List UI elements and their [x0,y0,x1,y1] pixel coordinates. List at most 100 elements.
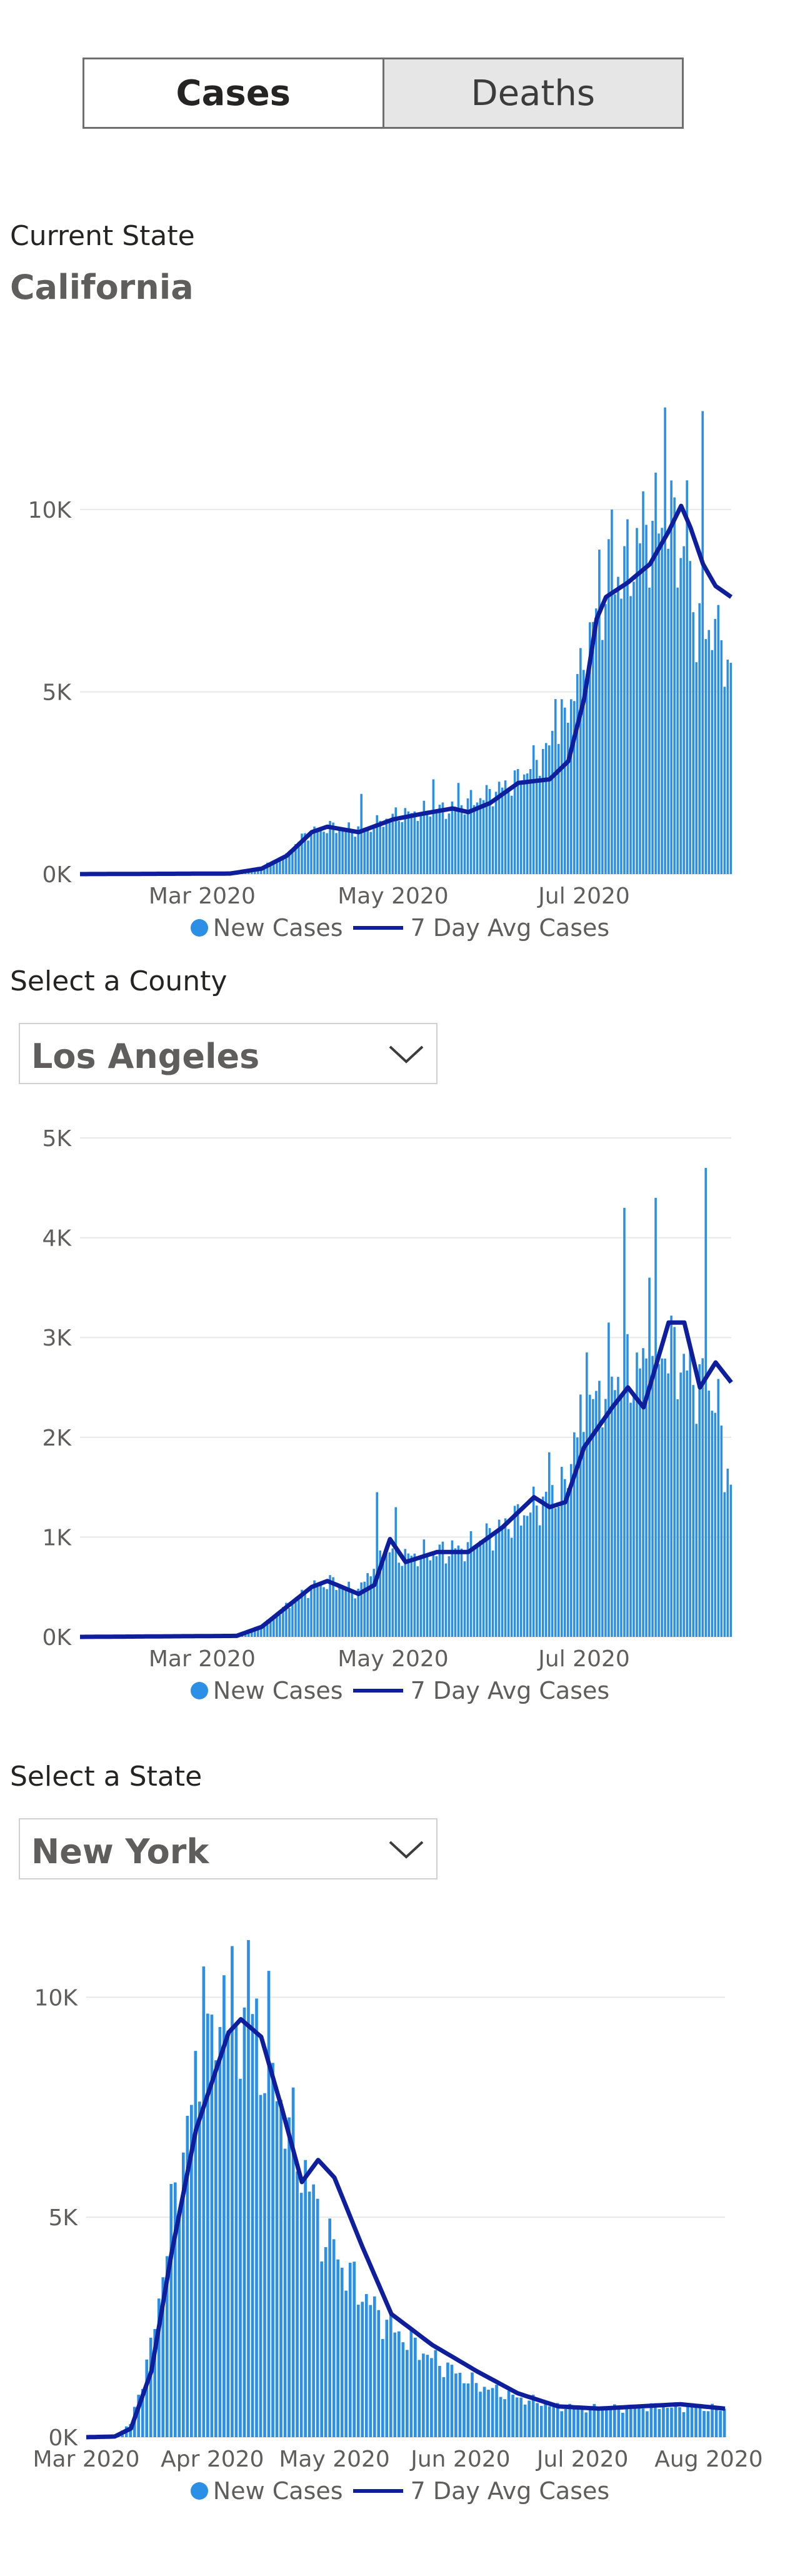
new-cases-bar [608,539,610,874]
new-cases-bar [548,2406,551,2437]
new-cases-bar [701,1358,704,1637]
new-cases-bar [312,2184,315,2437]
tab-cases[interactable]: Cases [82,58,384,129]
new-cases-bar [604,1399,607,1637]
new-cases-bar [307,1597,309,1637]
new-cases-bar [401,1566,404,1637]
county-dropdown[interactable]: Los Angeles [19,1023,438,1084]
new-cases-bar [582,670,585,874]
new-cases-bar [202,1966,206,2437]
new-cases-bar [404,808,407,874]
new-cases-bar [348,1581,350,1637]
new-cases-bar [460,805,463,874]
new-cases-bar [504,1518,507,1637]
new-cases-bar [686,480,688,874]
new-cases-bar [495,2385,498,2437]
new-cases-bar [670,480,672,874]
new-cases-bar [206,2013,209,2437]
new-cases-bar [719,2410,722,2437]
new-cases-bar [363,831,366,874]
new-cases-bar [535,1505,538,1637]
new-cases-bar [507,788,510,874]
new-cases-bar [260,868,262,874]
new-cases-bar [190,2105,193,2437]
legend-bar-marker [190,919,208,937]
new-cases-bar [469,790,472,874]
new-cases-bar [435,1556,438,1637]
new-cases-bar [316,2198,319,2437]
new-cases-bar [304,1591,306,1637]
new-cases-bar [416,1566,419,1637]
new-cases-bar [541,748,544,874]
new-cases-bar [623,1207,626,1637]
new-cases-bar [598,1381,601,1637]
new-cases-bar [469,1531,472,1637]
new-cases-bar [251,1630,253,1637]
new-cases-bar [266,1619,269,1637]
new-cases-bar [226,2030,230,2437]
new-cases-bar [393,2332,397,2437]
y-tick-label: 0K [48,2425,78,2451]
new-cases-bar [398,821,401,874]
new-cases-bar [544,1491,548,1637]
new-cases-bar [379,1550,382,1637]
new-cases-bar [328,2218,331,2437]
new-cases-bar [488,1528,491,1637]
new-cases-bar [535,760,538,874]
new-cases-bar [692,612,694,874]
new-cases-bar [466,2383,470,2437]
new-cases-bar [582,1432,585,1637]
new-cases-bar [434,2350,438,2437]
new-cases-bar [341,1586,344,1637]
county-label: Select a County [10,965,228,997]
new-cases-bar [604,604,607,874]
new-cases-bar [354,1598,356,1637]
new-cases-bar [391,1548,394,1637]
new-cases-bar [357,1588,359,1637]
x-tick-label: Mar 2020 [33,2447,140,2472]
new-cases-bar [720,640,723,874]
new-cases-bar [426,2355,429,2437]
new-cases-bar [296,2171,299,2437]
new-cases-bar [322,832,325,874]
new-cases-bar [608,1322,610,1637]
new-cases-bar [247,1940,250,2437]
new-cases-bar [711,650,714,874]
new-cases-bar [242,2007,246,2437]
new-cases-bar [376,1492,379,1637]
new-cases-bar [310,831,312,874]
new-cases-bar [673,1327,676,1637]
new-cases-bar [614,594,616,874]
state-dropdown[interactable]: New York [19,1818,438,1879]
county-dropdown-value: Los Angeles [31,1037,260,1076]
new-cases-bar [186,2115,189,2437]
y-tick-label: 2K [42,1426,72,1451]
new-cases-bar [723,687,726,874]
new-cases-bar [419,812,422,874]
tab-deaths[interactable]: Deaths [384,58,684,129]
new-cases-bar [586,1352,588,1637]
new-cases-bar [376,815,379,874]
new-cases-bar [706,2411,710,2437]
new-cases-bar [513,1506,516,1637]
new-cases-bar [263,1624,266,1637]
new-cases-bar [729,663,732,874]
y-tick-label: 0K [42,1625,72,1651]
new-cases-bar [539,2405,543,2437]
chevron-down-icon [389,1045,424,1064]
california-cases-chart: 0K 5K 10K Mar 2020 May 2020 Jul 2020 [28,407,733,909]
california-legend: New Cases 7 Day Avg Cases [0,914,800,942]
new-cases-bar [658,533,660,874]
x-tick-label: Apr 2020 [161,2447,264,2472]
new-cases-bar [418,2360,421,2437]
new-cases-bar [531,2395,535,2437]
new-cases-bar [251,2014,254,2437]
new-cases-bar [377,2310,381,2437]
new-cases-bar [451,1540,454,1637]
new-cases-bar [388,818,391,874]
new-cases-bar [723,1492,726,1637]
new-york-cases-chart: 0K 5K 10K Mar 2020 Apr 2020 May 2020 Jun 2020 J… [33,1940,763,2472]
new-cases-bar [451,802,454,874]
new-cases-bar [639,1368,641,1637]
new-cases-bar [454,1548,457,1637]
